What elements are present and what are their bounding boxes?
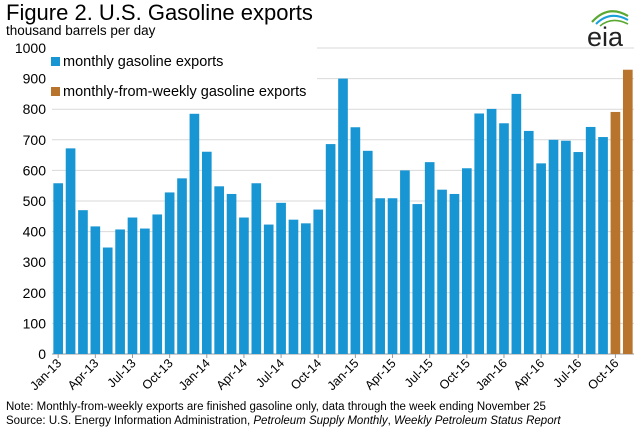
bar [387,198,398,354]
bar [424,162,435,354]
x-tick-label: Apr-15 [362,356,398,392]
bar [338,78,348,354]
bar [362,150,373,354]
y-tick-label: 200 [23,285,47,301]
x-axis-ticks: Jan-13 Apr-13 Jul-13 Oct-13 Jan-14 Apr-14 Jul-… [27,354,622,393]
legend-background [49,74,317,100]
bar [226,193,237,354]
legend-label: monthly-from-weekly gasoline exports [63,84,306,100]
bar [412,204,423,354]
x-tick-label: Jan-15 [325,356,362,393]
x-tick-label: Oct-15 [437,356,473,392]
y-tick-label: 300 [23,254,47,270]
bar [78,210,88,354]
bar [400,170,410,354]
bar [486,108,497,354]
bar [561,140,571,354]
x-tick-label: Jan-16 [473,356,510,393]
x-tick-label: Oct-16 [585,356,621,392]
bar [90,226,101,354]
bar [140,228,150,354]
x-tick-label: Oct-14 [288,356,324,392]
source-publication-2: Weekly Petroleum Status Report [394,415,561,427]
x-tick-label: Apr-16 [511,356,547,392]
bar [263,224,274,354]
y-tick-label: 100 [23,315,47,331]
bar [585,126,596,354]
y-tick-label: 900 [23,71,47,87]
bar [177,178,187,354]
logo-text: eia [587,22,624,50]
x-tick-label: Jul-13 [105,356,139,390]
x-tick-label: Oct-13 [139,356,175,392]
x-tick-label: Jul-16 [550,356,584,390]
legend-label: monthly gasoline exports [63,54,223,70]
bar [325,144,336,354]
y-tick-label: 1000 [15,40,46,56]
x-tick-label: Jul-15 [402,356,436,390]
bar [127,217,138,354]
eia-logo-icon: eia [587,10,629,52]
bar [573,152,584,354]
x-tick-label: Apr-14 [214,356,250,392]
bar [276,202,286,354]
bar [115,229,125,354]
bar [239,217,249,354]
bar [536,163,546,354]
bar [164,192,175,354]
source-prefix: Source: U.S. Energy Information Administ… [6,415,254,427]
bar [622,69,633,354]
bar [375,198,385,354]
y-tick-label: 400 [23,224,47,240]
bar [301,223,311,354]
bar [152,214,163,354]
bar [53,183,64,354]
bar [511,93,522,355]
source-publication-1: Petroleum Supply Monthly [253,415,388,427]
bar [214,186,224,354]
bar [251,183,262,354]
bar [437,189,447,354]
y-axis-unit-label: thousand barrels per day [6,23,156,38]
note-text: Note: Monthly-from-weekly exports are fi… [6,401,546,413]
legend-background [49,44,317,70]
bar-chart: 0 100 200 300 400 500 600 700 800 900 1000 Jan-13 A… [15,40,634,393]
y-axis-ticks: 0 100 200 300 400 500 600 700 800 900 1000 [15,40,46,362]
y-tick-label: 0 [38,346,46,362]
bar [65,148,76,354]
x-tick-label: Apr-13 [65,356,101,392]
legend-swatch [51,57,60,66]
bar [201,151,212,354]
bar [598,137,608,354]
bar [288,219,299,354]
bar [449,193,460,354]
bar [350,127,361,354]
legend-swatch [51,87,60,96]
legend: monthly gasoline exports monthly-from-wee… [49,44,317,100]
bar [548,139,559,354]
bar [462,168,472,354]
footnotes: Note: Monthly-from-weekly exports are fi… [6,400,561,428]
x-tick-label: Jul-14 [253,356,287,390]
y-tick-label: 600 [23,162,47,178]
bar [610,111,621,354]
bar [102,247,113,354]
bar [499,123,509,354]
y-tick-label: 800 [23,101,47,117]
bar [189,113,200,354]
y-tick-label: 700 [23,132,47,148]
bars [53,69,633,355]
eia-logo: eia [578,2,638,52]
source-separator: , [387,415,394,427]
bar [313,209,324,354]
bar [474,113,485,354]
bar [523,130,534,354]
chart-title: Figure 2. U.S. Gasoline exports [6,0,313,25]
source-text: Source: U.S. Energy Information Administ… [6,414,561,428]
x-tick-label: Jan-14 [176,356,213,393]
y-tick-label: 500 [23,193,47,209]
